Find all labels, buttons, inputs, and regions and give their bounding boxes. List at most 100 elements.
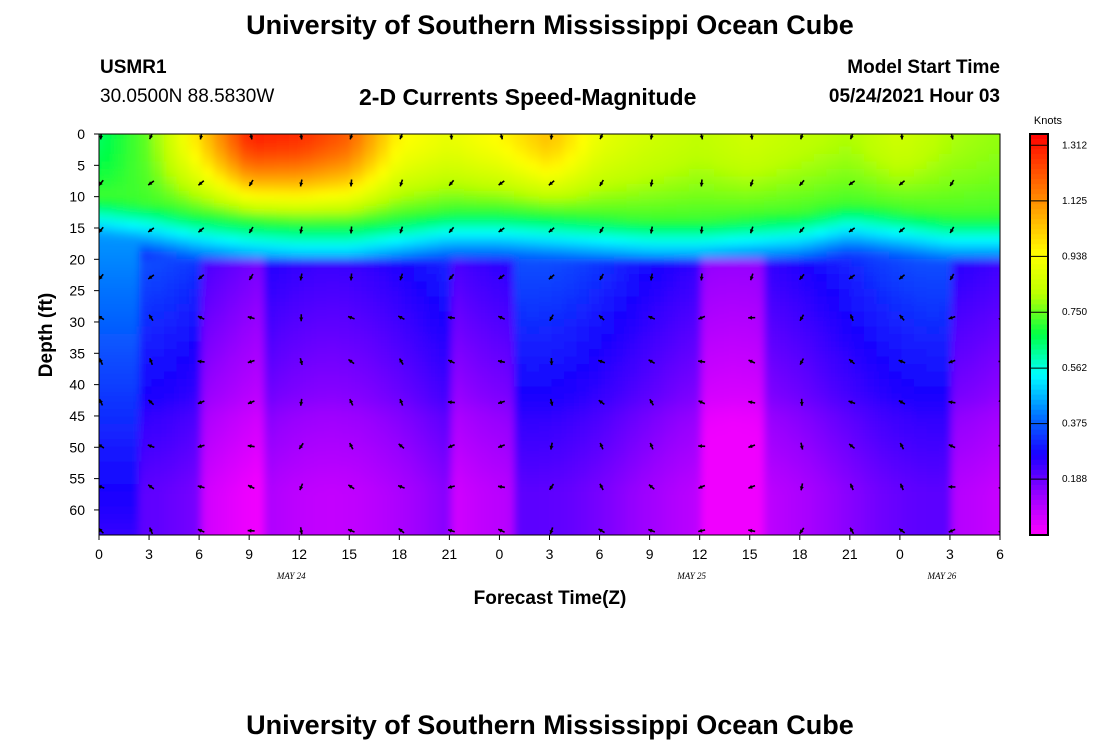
heatmap-cell: [577, 544, 590, 552]
heatmap-cell: [339, 154, 353, 163]
heatmap-cell: [376, 506, 390, 515]
heatmap-cell: [939, 371, 953, 380]
y-tick-label: 20: [69, 251, 85, 267]
heatmap-cell: [901, 236, 915, 245]
heatmap-cell: [1002, 207, 1015, 215]
heatmap-cell: [301, 529, 315, 535]
heatmap-cell: [739, 281, 753, 290]
heatmap-cell: [751, 296, 765, 305]
heatmap-cell: [676, 206, 690, 215]
heatmap-cell: [464, 236, 478, 245]
colorbar-swatch: [1030, 434, 1048, 441]
heatmap-cell: [626, 446, 640, 455]
heatmap-cell: [939, 356, 953, 365]
heatmap-cell: [214, 454, 228, 463]
heatmap-cell: [451, 169, 465, 178]
heatmap-cell: [714, 161, 728, 170]
colorbar-swatch: [1030, 444, 1048, 451]
heatmap-cell: [876, 326, 890, 335]
heatmap-cell: [951, 244, 965, 253]
heatmap-cell: [251, 206, 265, 215]
heatmap-cell: [551, 499, 565, 508]
heatmap-cell: [677, 537, 690, 545]
heatmap-cell: [514, 229, 528, 238]
heatmap-cell: [189, 191, 203, 200]
heatmap-cell: [289, 259, 303, 268]
y-tick-label: 5: [77, 157, 85, 173]
heatmap-cell: [151, 424, 165, 433]
heatmap-cell: [201, 274, 215, 283]
heatmap-cell: [889, 484, 903, 493]
current-vector-arrow: [247, 315, 255, 320]
heatmap-cell: [314, 296, 328, 305]
heatmap-cell: [114, 169, 128, 178]
heatmap-cell: [989, 266, 1000, 275]
heatmap-cell: [676, 349, 690, 358]
heatmap-cell: [564, 461, 578, 470]
heatmap-cell: [1002, 147, 1015, 155]
heatmap-cell: [601, 304, 615, 313]
heatmap-cell: [239, 529, 253, 535]
heatmap-cell: [976, 356, 990, 365]
heatmap-cell: [339, 146, 353, 155]
heatmap-cell: [514, 124, 527, 132]
heatmap-cell: [564, 221, 578, 230]
heatmap-cell: [314, 394, 328, 403]
heatmap-cell: [851, 529, 865, 535]
heatmap-cell: [676, 371, 690, 380]
heatmap-cell: [426, 304, 440, 313]
heatmap-cell: [239, 326, 253, 335]
heatmap-cell: [339, 244, 353, 253]
heatmap-cell: [576, 476, 590, 485]
heatmap-cell: [176, 259, 190, 268]
y-tick-label: 35: [69, 345, 85, 361]
heatmap-cell: [851, 221, 865, 230]
heatmap-cell: [939, 319, 953, 328]
heatmap-cell: [526, 521, 540, 530]
heatmap-cell: [726, 296, 740, 305]
heatmap-cell: [664, 266, 678, 275]
heatmap-cell: [514, 446, 528, 455]
heatmap-cell: [764, 356, 778, 365]
heatmap-cell: [564, 134, 578, 140]
heatmap-cell: [676, 364, 690, 373]
heatmap-cell: [926, 274, 940, 283]
heatmap-cell: [339, 124, 352, 132]
heatmap-cell: [676, 274, 690, 283]
current-vector-arrow: [299, 527, 304, 535]
heatmap-cell: [664, 469, 678, 478]
heatmap-cell: [101, 326, 115, 335]
heatmap-cell: [826, 134, 840, 140]
heatmap-cell: [676, 139, 690, 148]
heatmap-cell: [951, 439, 965, 448]
colorbar-swatch: [1030, 484, 1048, 491]
heatmap-cell: [101, 281, 115, 290]
heatmap-cell: [239, 184, 253, 193]
heatmap-cell: [314, 304, 328, 313]
heatmap-cell: [939, 259, 953, 268]
heatmap-cell: [339, 529, 353, 535]
heatmap-cell: [214, 476, 228, 485]
current-vector-arrow: [248, 179, 254, 187]
heatmap-cell: [251, 221, 265, 230]
heatmap-cell: [451, 244, 465, 253]
heatmap-cell: [426, 461, 440, 470]
heatmap-cell: [751, 469, 765, 478]
heatmap-cell: [489, 251, 503, 260]
heatmap-cell: [764, 206, 778, 215]
heatmap-cell: [951, 371, 965, 380]
heatmap-cell: [576, 529, 590, 535]
heatmap-cell: [239, 431, 253, 440]
heatmap-cell: [801, 461, 815, 470]
heatmap-cell: [976, 454, 990, 463]
heatmap-cell: [289, 289, 303, 298]
heatmap-cell: [414, 236, 428, 245]
heatmap-cell: [327, 544, 340, 552]
heatmap-cell: [914, 161, 928, 170]
heatmap-cell: [376, 199, 390, 208]
heatmap-cell: [126, 326, 140, 335]
heatmap-cell: [1002, 274, 1015, 282]
heatmap-cell: [914, 184, 928, 193]
heatmap-cell: [351, 146, 365, 155]
heatmap-cell: [364, 184, 378, 193]
